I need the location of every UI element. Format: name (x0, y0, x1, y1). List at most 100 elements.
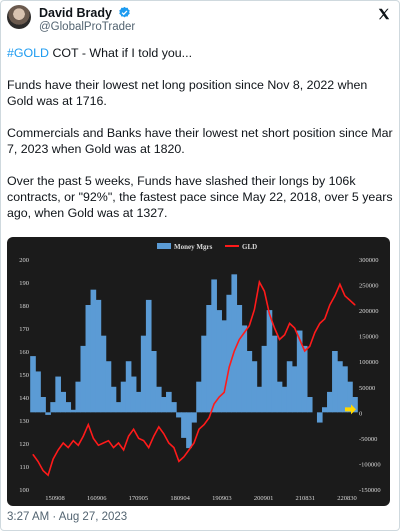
gld-point (173, 447, 175, 449)
money-mgrs-bar (130, 376, 137, 413)
y-right-tick-label: -150000 (359, 487, 381, 494)
money-mgrs-bar (100, 335, 107, 413)
y-left-tick-label: 100 (19, 487, 29, 494)
money-mgrs-bar (196, 381, 202, 413)
gld-point (263, 290, 265, 292)
x-tick-label: 160906 (87, 495, 107, 502)
money-mgrs-bar (176, 412, 182, 418)
money-mgrs-bar (256, 386, 263, 413)
y-right-tick-label: -100000 (359, 461, 381, 468)
gld-point (118, 442, 120, 444)
y-left-tick-label: 200 (19, 257, 29, 264)
money-mgrs-bar (347, 381, 353, 413)
y-left-tick-label: 120 (19, 441, 29, 448)
money-mgrs-bar (251, 361, 258, 413)
money-mgrs-bar (342, 366, 348, 413)
gld-point (203, 424, 205, 426)
money-mgrs-bar (145, 299, 152, 413)
money-mgrs-bar (140, 335, 147, 413)
gld-point (138, 437, 140, 439)
gld-point (102, 442, 104, 444)
gld-point (77, 444, 79, 446)
gld-point (72, 440, 74, 442)
money-mgrs-bar (266, 310, 273, 413)
gld-point (349, 299, 351, 301)
tweet-line-1: #GOLD COT - What if I told you... (7, 45, 395, 61)
gld-point (47, 474, 49, 476)
gld-point (309, 345, 311, 347)
author-name[interactable]: David Brady (39, 6, 112, 20)
x-tick-label: 170905 (129, 495, 149, 502)
cot-chart[interactable]: 100 110 120 130 140 150 160 170 180 190 200 -150000… (7, 237, 390, 506)
gld-point (107, 440, 109, 442)
gld-point (268, 313, 270, 315)
gld-point (274, 327, 275, 329)
money-mgrs-bar (181, 412, 187, 438)
x-logo-icon[interactable] (377, 7, 391, 21)
money-mgrs-bar (211, 279, 217, 413)
y-left-tick-label: 180 (19, 303, 29, 310)
money-mgrs-bar (241, 325, 248, 413)
author-handle[interactable]: @GlobalProTrader (39, 21, 136, 33)
gld-point (238, 339, 240, 340)
gld-point (258, 281, 260, 283)
money-mgrs-bar (216, 310, 222, 413)
money-mgrs-bar (201, 335, 207, 413)
gld-point (243, 332, 245, 334)
y-right-tick-label: 50000 (359, 385, 375, 392)
money-mgrs-bar (286, 361, 293, 413)
money-mgrs-bar (35, 371, 41, 413)
y-right-tick-label: 200000 (359, 308, 379, 315)
timestamp[interactable]: 3:27 AM · Aug 27, 2023 (7, 511, 128, 523)
x-tick-label: 210831 (296, 495, 316, 502)
gld-point (57, 449, 59, 451)
gld-point (183, 456, 185, 458)
money-mgrs-bar (95, 299, 102, 413)
money-mgrs-bar (135, 391, 142, 413)
gld-point (208, 417, 210, 419)
money-mgrs-bar (40, 397, 46, 413)
y-right-tick-label: 250000 (359, 283, 379, 290)
money-mgrs-bar (231, 274, 238, 413)
tweet-text: #GOLD COT - What if I told you... Funds … (7, 45, 395, 237)
money-mgrs-bar (337, 361, 343, 413)
money-mgrs-bar (191, 412, 197, 423)
gld-point (228, 366, 230, 368)
money-mgrs-bar (301, 345, 308, 413)
gld-point (344, 295, 346, 297)
chart-svg: 100 110 120 130 140 150 160 170 180 190 200 -150000… (19, 243, 381, 502)
y-left-tick-label: 110 (19, 464, 29, 471)
hashtag-link[interactable]: #GOLD (7, 46, 50, 60)
gld-point (113, 447, 114, 449)
money-mgrs-bar (246, 351, 253, 413)
gld-point (163, 433, 165, 435)
y-right-tick-label: 0 (359, 410, 362, 417)
gld-point (339, 283, 341, 285)
money-mgrs-bar (65, 402, 72, 413)
money-mgrs-bar (115, 402, 122, 413)
gld-point (158, 426, 160, 428)
money-mgrs-bar (271, 335, 278, 413)
money-mgrs-bar (316, 412, 323, 423)
tweet-line-1-text: COT - What if I told you... (49, 46, 193, 60)
y-left-tick-label: 160 (19, 349, 29, 356)
gld-point (188, 449, 190, 451)
y-right-tick-label: 150000 (359, 334, 379, 341)
tweet-paragraph-2: Funds have their lowest net long positio… (7, 78, 368, 108)
gld-point (128, 435, 130, 437)
gld-point (32, 454, 34, 455)
money-mgrs-bar (125, 361, 132, 413)
money-mgrs-bar (160, 397, 167, 413)
money-mgrs-bar (50, 402, 56, 413)
money-mgrs-bar (352, 397, 358, 413)
y-left-tick-label: 170 (19, 326, 29, 333)
gld-point (148, 447, 150, 449)
money-mgrs-bar (105, 361, 112, 413)
avatar[interactable] (7, 5, 31, 29)
gld-point (354, 304, 356, 306)
gld-point (213, 403, 215, 405)
gld-point (52, 458, 54, 460)
money-mgrs-bar (80, 345, 87, 413)
tweet-paragraph-3: Commercials and Banks have their lowest … (7, 126, 393, 156)
